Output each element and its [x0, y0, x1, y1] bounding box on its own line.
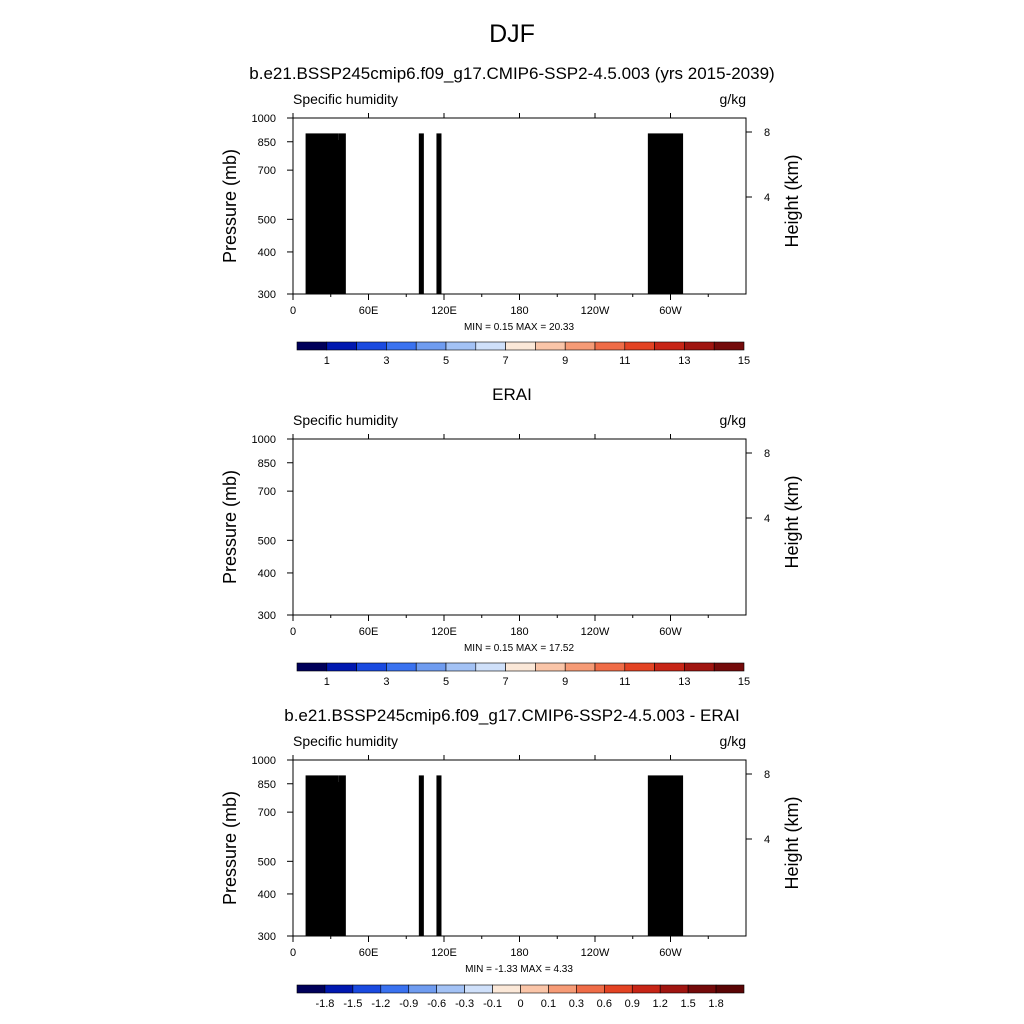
y-tick-label: 300	[258, 289, 276, 301]
colorbar-swatch	[684, 341, 715, 351]
topography-mask	[436, 133, 442, 294]
y2-tick-label: 4	[764, 192, 770, 204]
panel-title: ERAI	[492, 385, 532, 404]
y2-axis-label: Height (km)	[782, 154, 802, 247]
x-tick-label: 180	[510, 305, 528, 317]
topography-mask	[338, 133, 346, 294]
y-tick-label: 700	[258, 165, 276, 177]
topography-mask	[418, 133, 424, 294]
y-tick-label: 400	[258, 247, 276, 259]
colorbar-swatch	[296, 341, 328, 351]
x-tick-label: 120E	[431, 305, 457, 317]
colorbar-swatch	[386, 341, 417, 351]
colorbar-label: 3	[383, 355, 389, 367]
y2-tick-label: 8	[764, 127, 770, 139]
colorbar-swatch	[594, 341, 626, 351]
y-tick-label: 1000	[252, 113, 276, 125]
x-tick-label: 0	[290, 305, 296, 317]
topography-mask	[647, 133, 684, 294]
colorbar-swatch	[654, 341, 685, 351]
colorbar-label: 13	[678, 355, 690, 367]
colorbar-swatch	[356, 341, 387, 351]
colorbar-label: 15	[738, 355, 750, 367]
panel-title: b.e21.BSSP245cmip6.f09_g17.CMIP6-SSP2-4.…	[249, 64, 774, 83]
x-tick-label: 120W	[581, 305, 610, 317]
colorbar-label: 11	[619, 355, 630, 367]
x-tick-label: 60E	[359, 305, 379, 317]
colorbar-label: 1	[324, 355, 330, 367]
y-tick-label: 500	[258, 214, 276, 226]
variable-label: Specific humidity	[293, 91, 398, 107]
colorbar-swatch	[535, 341, 566, 351]
colorbar-swatch	[326, 341, 357, 351]
y-tick-label: 850	[258, 137, 276, 149]
colorbar-swatch	[475, 341, 506, 351]
chart-panel-1: b.e21.BSSP245cmip6.f09_g17.CMIP6-SSP2-4.…	[220, 64, 802, 367]
colorbar-swatch	[505, 341, 536, 351]
x-tick-label: 60W	[659, 305, 682, 317]
colorbar-label: 9	[562, 355, 568, 367]
colorbar-label: 7	[503, 355, 509, 367]
y-axis-label: Pressure (mb)	[220, 149, 240, 263]
colorbar-swatch	[624, 341, 655, 351]
colorbar-label: 5	[443, 355, 449, 367]
colorbar-swatch	[445, 341, 477, 351]
topography-mask	[328, 140, 341, 294]
colorbar-swatch	[713, 341, 745, 351]
colorbar-swatch	[564, 341, 596, 351]
min-max-label: MIN = 0.15 MAX = 20.33	[464, 322, 574, 333]
units-label: g/kg	[720, 91, 746, 107]
colorbar-swatch	[415, 341, 447, 351]
